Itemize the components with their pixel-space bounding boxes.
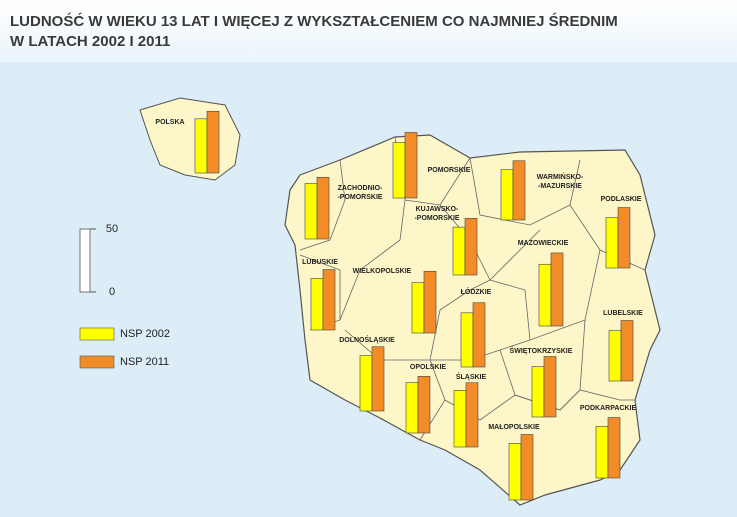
region-label: -POMORSKIE (337, 194, 382, 201)
region-label: WIELKOPOLSKIE (353, 268, 412, 275)
region-label: MAŁOPOLSKIE (488, 424, 540, 431)
bar (543, 356, 557, 418)
bar (520, 434, 534, 501)
legend-label: NSP 2002 (120, 328, 170, 340)
bar (423, 270, 437, 334)
bar (607, 417, 621, 479)
bar (550, 252, 564, 327)
bar (531, 366, 545, 418)
region-label: POLSKA (155, 119, 184, 126)
scale-bar (79, 228, 91, 293)
bar (411, 282, 425, 334)
bar (392, 142, 406, 199)
legend-swatch (79, 355, 115, 369)
region-label: PODKARPACKIE (580, 405, 637, 412)
bar (460, 312, 474, 368)
bar (617, 207, 631, 269)
region-label: POMORSKIE (428, 167, 471, 174)
bar (608, 330, 622, 382)
region-label: ŁÓDZKIE (461, 287, 492, 296)
bar (464, 218, 478, 276)
region-label: MAZOWIECKIE (518, 240, 569, 247)
region-label: WARMIŃSKO- (537, 172, 584, 181)
title-line: W LATACH 2002 I 2011 (10, 33, 170, 50)
bar (359, 355, 373, 412)
bar (595, 426, 609, 479)
region-label: LUBELSKIE (603, 310, 643, 317)
bar (508, 442, 522, 501)
bar (453, 389, 467, 448)
bar (605, 217, 619, 269)
bar (322, 269, 336, 331)
bar (620, 320, 634, 382)
region-borders (299, 136, 646, 441)
region-label: LUBUSKIE (302, 259, 338, 266)
region-label: OPOLSKIE (410, 364, 447, 371)
bar (417, 375, 431, 434)
bar (371, 346, 385, 412)
bar (512, 160, 526, 221)
region-label: KUJAWSKO- (416, 206, 459, 213)
region-label: ŚWIĘTOKRZYSKIE (510, 346, 573, 355)
region-label: ZACHODNIO- (338, 185, 383, 192)
bar (404, 132, 418, 199)
bar (310, 278, 324, 331)
title-line: LUDNOŚĆ W WIEKU 13 LAT I WIĘCEJ Z WYKSZT… (10, 12, 618, 30)
legend-label: NSP 2011 (120, 356, 169, 368)
bar (472, 302, 486, 368)
region-label: -POMORSKIE (414, 215, 459, 222)
region-label: DOLNOŚLĄSKIE (339, 335, 395, 344)
region-label: PODLASKIE (601, 196, 642, 203)
scale-label: 0 (109, 286, 115, 298)
bar (465, 382, 479, 448)
bar (316, 176, 330, 240)
bar (194, 118, 208, 174)
bar (500, 169, 514, 221)
region-label: ŚLĄSKIE (456, 372, 487, 381)
bar (538, 263, 552, 327)
legend-swatch (79, 327, 115, 341)
bar (452, 226, 466, 276)
bar (304, 183, 318, 240)
scale-label: 50 (106, 223, 118, 235)
region-label: -MAZURSKIE (538, 183, 582, 190)
bar (206, 110, 220, 174)
header-band (0, 0, 737, 62)
bar (405, 382, 419, 434)
